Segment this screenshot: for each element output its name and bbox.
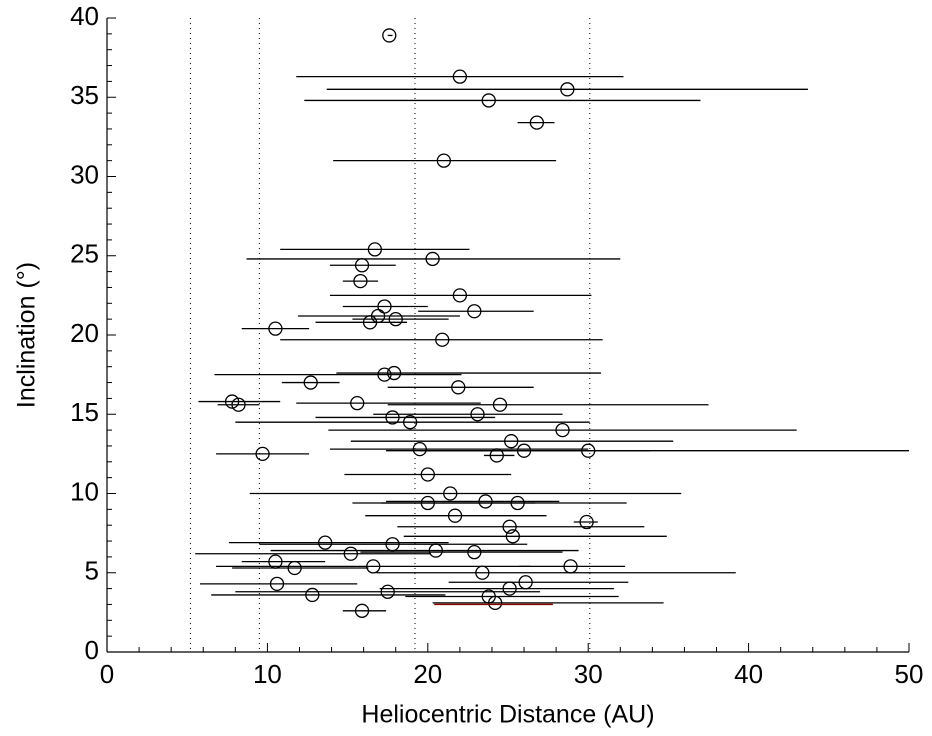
y-axis-label: Inclination (°): [13, 262, 41, 408]
data-point: [563, 559, 578, 574]
data-point: [502, 581, 517, 596]
data-point: [488, 595, 503, 611]
data-point: [385, 410, 400, 425]
data-point: [505, 529, 520, 544]
data-point: [377, 367, 392, 382]
data-point: [305, 587, 320, 603]
data-point: [481, 93, 496, 108]
data-point: [467, 304, 482, 319]
data-point: [447, 508, 463, 523]
y-tick-label: 20: [70, 318, 99, 348]
data-point: [224, 394, 240, 409]
y-tick-label: 5: [85, 556, 99, 586]
x-tick-label: 40: [734, 659, 763, 689]
data-point: [452, 288, 468, 303]
y-tick-label: 35: [70, 80, 99, 110]
data-point: [354, 603, 370, 618]
data-point: [560, 82, 575, 97]
data-point: [516, 443, 532, 458]
y-tick-label: 40: [70, 1, 99, 31]
y-tick-label: 30: [70, 159, 99, 189]
data-point: [354, 258, 370, 273]
data-point: [478, 494, 493, 509]
data-point: [435, 332, 450, 347]
data-point: [470, 407, 485, 422]
data-point: [529, 115, 545, 130]
y-tick-label: 15: [70, 397, 99, 427]
data-point: [436, 153, 451, 168]
data-point: [386, 365, 402, 381]
x-axis-label: Heliocentric Distance (AU): [361, 701, 654, 729]
data-point: [353, 273, 368, 289]
data-point: [412, 441, 427, 457]
data-point: [231, 397, 246, 412]
data-point: [510, 495, 525, 511]
data-point: [287, 560, 302, 576]
data-point: [362, 315, 378, 330]
data-point: [343, 546, 358, 561]
data-point: [269, 576, 285, 591]
data-point: [303, 375, 318, 390]
x-tick-label: 30: [574, 659, 603, 689]
data-point: [425, 251, 440, 267]
y-tick-label: 0: [85, 635, 99, 665]
y-tick-label: 10: [70, 476, 99, 506]
data-point: [467, 544, 482, 560]
data-point: [380, 584, 395, 599]
x-tick-label: 10: [253, 659, 282, 689]
data-point: [475, 565, 490, 580]
data-point: [518, 575, 533, 590]
data-point: [385, 537, 400, 552]
data-point: [555, 422, 570, 438]
data-point: [579, 514, 594, 530]
data-point: [255, 446, 270, 462]
data-point: [428, 543, 443, 558]
data-point: [403, 415, 418, 430]
x-tick-label: 50: [895, 659, 924, 689]
y-tick-label: 25: [70, 239, 99, 269]
data-point: [492, 397, 508, 412]
data-point: [420, 495, 435, 511]
data-point: [367, 242, 383, 257]
data-point: [504, 434, 519, 449]
data-point: [581, 443, 596, 458]
data-point: [268, 554, 283, 569]
data-point: [502, 519, 517, 534]
data-point: [451, 380, 466, 395]
data-point: [366, 559, 381, 574]
data-point: [268, 321, 283, 336]
data-point: [489, 448, 504, 463]
x-tick-label: 20: [413, 659, 442, 689]
x-tick-label: 0: [100, 659, 114, 689]
data-point: [388, 311, 403, 327]
data-point: [382, 28, 397, 43]
data-point: [350, 396, 365, 411]
data-point: [443, 486, 458, 501]
data-point: [452, 69, 468, 84]
data-point: [420, 467, 435, 482]
data-point: [317, 535, 333, 550]
